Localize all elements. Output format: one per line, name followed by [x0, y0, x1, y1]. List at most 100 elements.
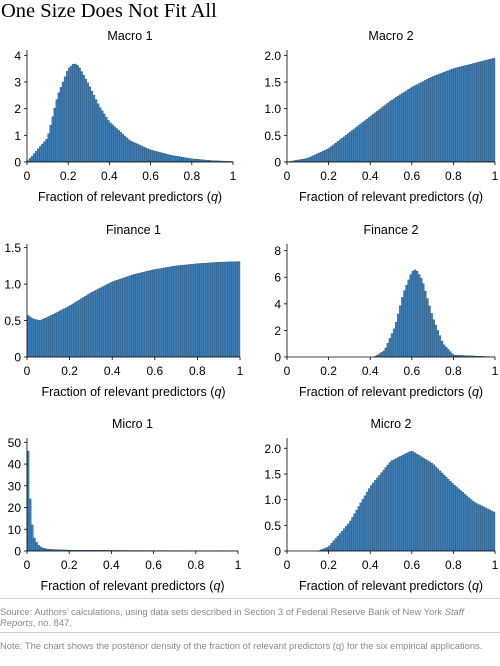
histogram-bar	[28, 498, 32, 552]
histogram-bar	[409, 274, 412, 358]
histogram-bar	[486, 59, 489, 163]
y-tick-label: 0.5	[4, 314, 21, 328]
x-tick-label: 0.4	[362, 558, 379, 572]
histogram-bar	[461, 492, 464, 552]
histogram-bar	[165, 267, 168, 358]
histogram-bar	[467, 497, 471, 552]
histogram-bar	[334, 538, 338, 552]
histogram-bar	[154, 269, 158, 358]
histogram-bar	[82, 297, 85, 358]
histogram-bar	[146, 148, 149, 163]
histogram-bar	[361, 499, 365, 552]
histogram-bar	[152, 150, 155, 163]
y-tick-label: 6	[274, 271, 281, 285]
histogram-bar	[349, 520, 352, 552]
histogram-bar	[88, 86, 92, 163]
histogram-bar	[90, 292, 94, 358]
histogram-bar	[478, 504, 481, 552]
histogram-bar	[71, 303, 75, 358]
histogram-bar	[167, 266, 170, 358]
histogram-bar	[419, 456, 423, 552]
histogram-bar	[121, 133, 124, 163]
histogram-bar	[405, 90, 408, 163]
chart-title: Finance 1	[106, 223, 161, 237]
histogram-bar	[131, 274, 134, 358]
histogram-bar	[136, 143, 139, 163]
histogram-bar	[139, 272, 143, 358]
histogram-bar	[440, 72, 444, 163]
histogram-bar	[459, 490, 462, 552]
source-publication: Staff Reports	[0, 606, 464, 628]
histogram-bar	[107, 283, 111, 358]
x-tick-label: 1	[230, 169, 237, 183]
histogram-bar	[210, 262, 213, 358]
histogram-bar	[218, 262, 222, 358]
histogram-bar	[60, 309, 64, 358]
y-tick-label: 1.0	[264, 493, 281, 507]
histogram-bar	[365, 118, 369, 163]
x-tick-label: 0.4	[103, 558, 120, 572]
histogram-bar	[311, 155, 315, 163]
histogram-bar	[179, 156, 182, 163]
histogram-bar	[75, 301, 79, 358]
histogram-bar	[31, 318, 34, 358]
histogram-bar	[455, 486, 458, 552]
histogram-bar	[426, 79, 429, 163]
histogram-bar	[476, 62, 479, 163]
histogram-bar	[326, 547, 329, 552]
histogram-bar	[146, 271, 149, 358]
histogram-bar	[386, 464, 390, 552]
histogram-bar	[94, 99, 98, 163]
histogram-bar	[171, 155, 174, 163]
x-tick-label: 0.4	[104, 364, 121, 378]
histogram-bar	[124, 276, 128, 358]
x-tick-label: 0.6	[142, 169, 159, 183]
x-tick-label: 0.6	[403, 169, 420, 183]
histogram-bar	[382, 106, 385, 163]
source-note: Source: Authors’ calculations, using dat…	[0, 606, 490, 628]
histogram-bar	[59, 87, 63, 163]
histogram-bar	[476, 503, 479, 552]
x-tick-label: 0.4	[101, 169, 118, 183]
histogram-bar	[405, 453, 408, 552]
histogram-bar	[394, 322, 398, 358]
histogram-bar	[35, 319, 38, 358]
histogram-bar	[148, 149, 151, 163]
histogram-bar	[378, 475, 381, 552]
histogram-bar	[424, 459, 427, 552]
histogram-bar	[378, 353, 381, 358]
x-tick-label: 0	[284, 364, 291, 378]
histogram-bar	[120, 278, 124, 358]
histogram-bar	[355, 126, 358, 163]
histogram-bar	[195, 159, 199, 163]
histogram-bar	[41, 143, 44, 163]
histogram-bar	[33, 319, 36, 358]
y-tick-label: 40	[8, 458, 22, 472]
histogram-bar	[426, 298, 429, 358]
histogram-bar	[367, 117, 371, 163]
x-axis-label: Fraction of relevant predictors (q)	[299, 190, 483, 204]
histogram-bar	[53, 107, 57, 163]
chart-macro-1: Macro 1 0 1 2 3 4 0 0.2 0.4 0.6 0.8 1 Fraction of re…	[14, 29, 236, 204]
bars	[318, 451, 496, 552]
histogram-bar	[338, 533, 342, 552]
histogram-bar	[222, 261, 226, 358]
x-tick-label: 0.2	[61, 558, 78, 572]
footer-divider	[0, 598, 500, 599]
histogram-bar	[434, 324, 437, 358]
histogram-bar	[35, 151, 38, 163]
histogram-bar	[84, 78, 87, 163]
x-tick-label: 0.8	[445, 558, 462, 572]
histogram-bar	[118, 279, 121, 358]
histogram-bar	[380, 352, 383, 358]
histogram-bar	[492, 58, 496, 163]
histogram-bar	[436, 74, 440, 163]
histogram-bar	[474, 502, 477, 552]
histogram-bar	[451, 68, 454, 163]
y-tick-label: 3	[14, 76, 21, 90]
histogram-bar	[332, 144, 336, 163]
footer-divider	[0, 632, 500, 633]
histogram-bar	[129, 275, 132, 358]
histogram-bar	[386, 102, 390, 163]
histogram-bar	[347, 523, 350, 552]
